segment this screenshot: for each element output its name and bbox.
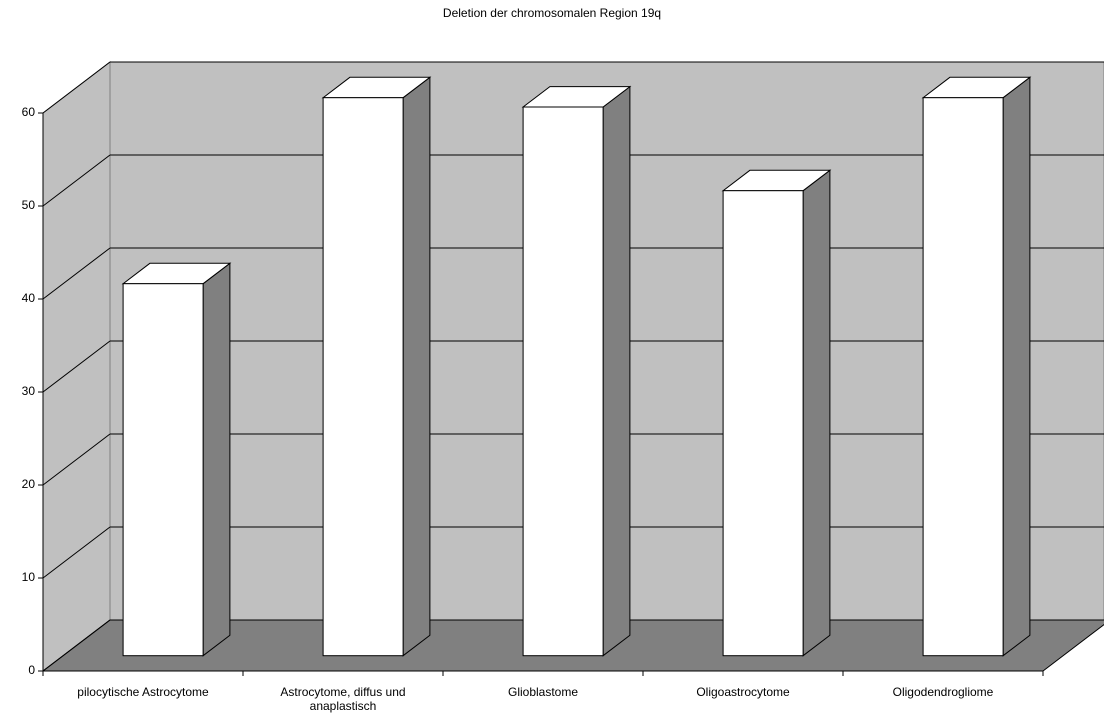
x-tick-label: Glioblastome	[508, 685, 578, 699]
bar	[121, 262, 232, 657]
bar-front	[122, 283, 204, 657]
bar-side	[802, 169, 831, 657]
bar-front	[922, 97, 1004, 657]
grid-line	[42, 340, 111, 393]
bar-front	[322, 97, 404, 657]
y-tick-label: 10	[22, 570, 36, 584]
y-tick-label: 30	[22, 384, 36, 398]
x-tick-label: Oligoastrocytome	[696, 685, 790, 699]
bar	[521, 85, 632, 657]
bar-side	[402, 76, 431, 657]
bar	[921, 76, 1032, 657]
grid-line	[42, 433, 111, 486]
y-tick-label: 60	[22, 105, 36, 119]
grid-line	[42, 526, 111, 579]
bar	[721, 169, 832, 657]
bar-front	[722, 190, 804, 657]
grid-line	[42, 619, 111, 672]
y-tick-label: 20	[22, 477, 36, 491]
x-tick-label: Astrocytome, diffus und anaplastisch	[280, 685, 405, 713]
bar-side	[602, 85, 631, 657]
bar	[321, 76, 432, 657]
bar-side	[202, 262, 231, 657]
grid-line	[42, 154, 111, 207]
bar-front	[522, 106, 604, 657]
y-tick-label: 40	[22, 291, 36, 305]
x-tick-label: pilocytische Astrocytome	[77, 685, 209, 699]
y-tick-label: 0	[28, 663, 35, 677]
y-tick-label: 50	[22, 198, 36, 212]
bar-side	[1002, 76, 1031, 657]
grid-line	[42, 61, 111, 114]
grid-line	[42, 247, 111, 300]
x-tick-label: Oligodendrogliome	[893, 685, 994, 699]
chart-title: Deletion der chromosomalen Region 19q	[443, 6, 661, 20]
